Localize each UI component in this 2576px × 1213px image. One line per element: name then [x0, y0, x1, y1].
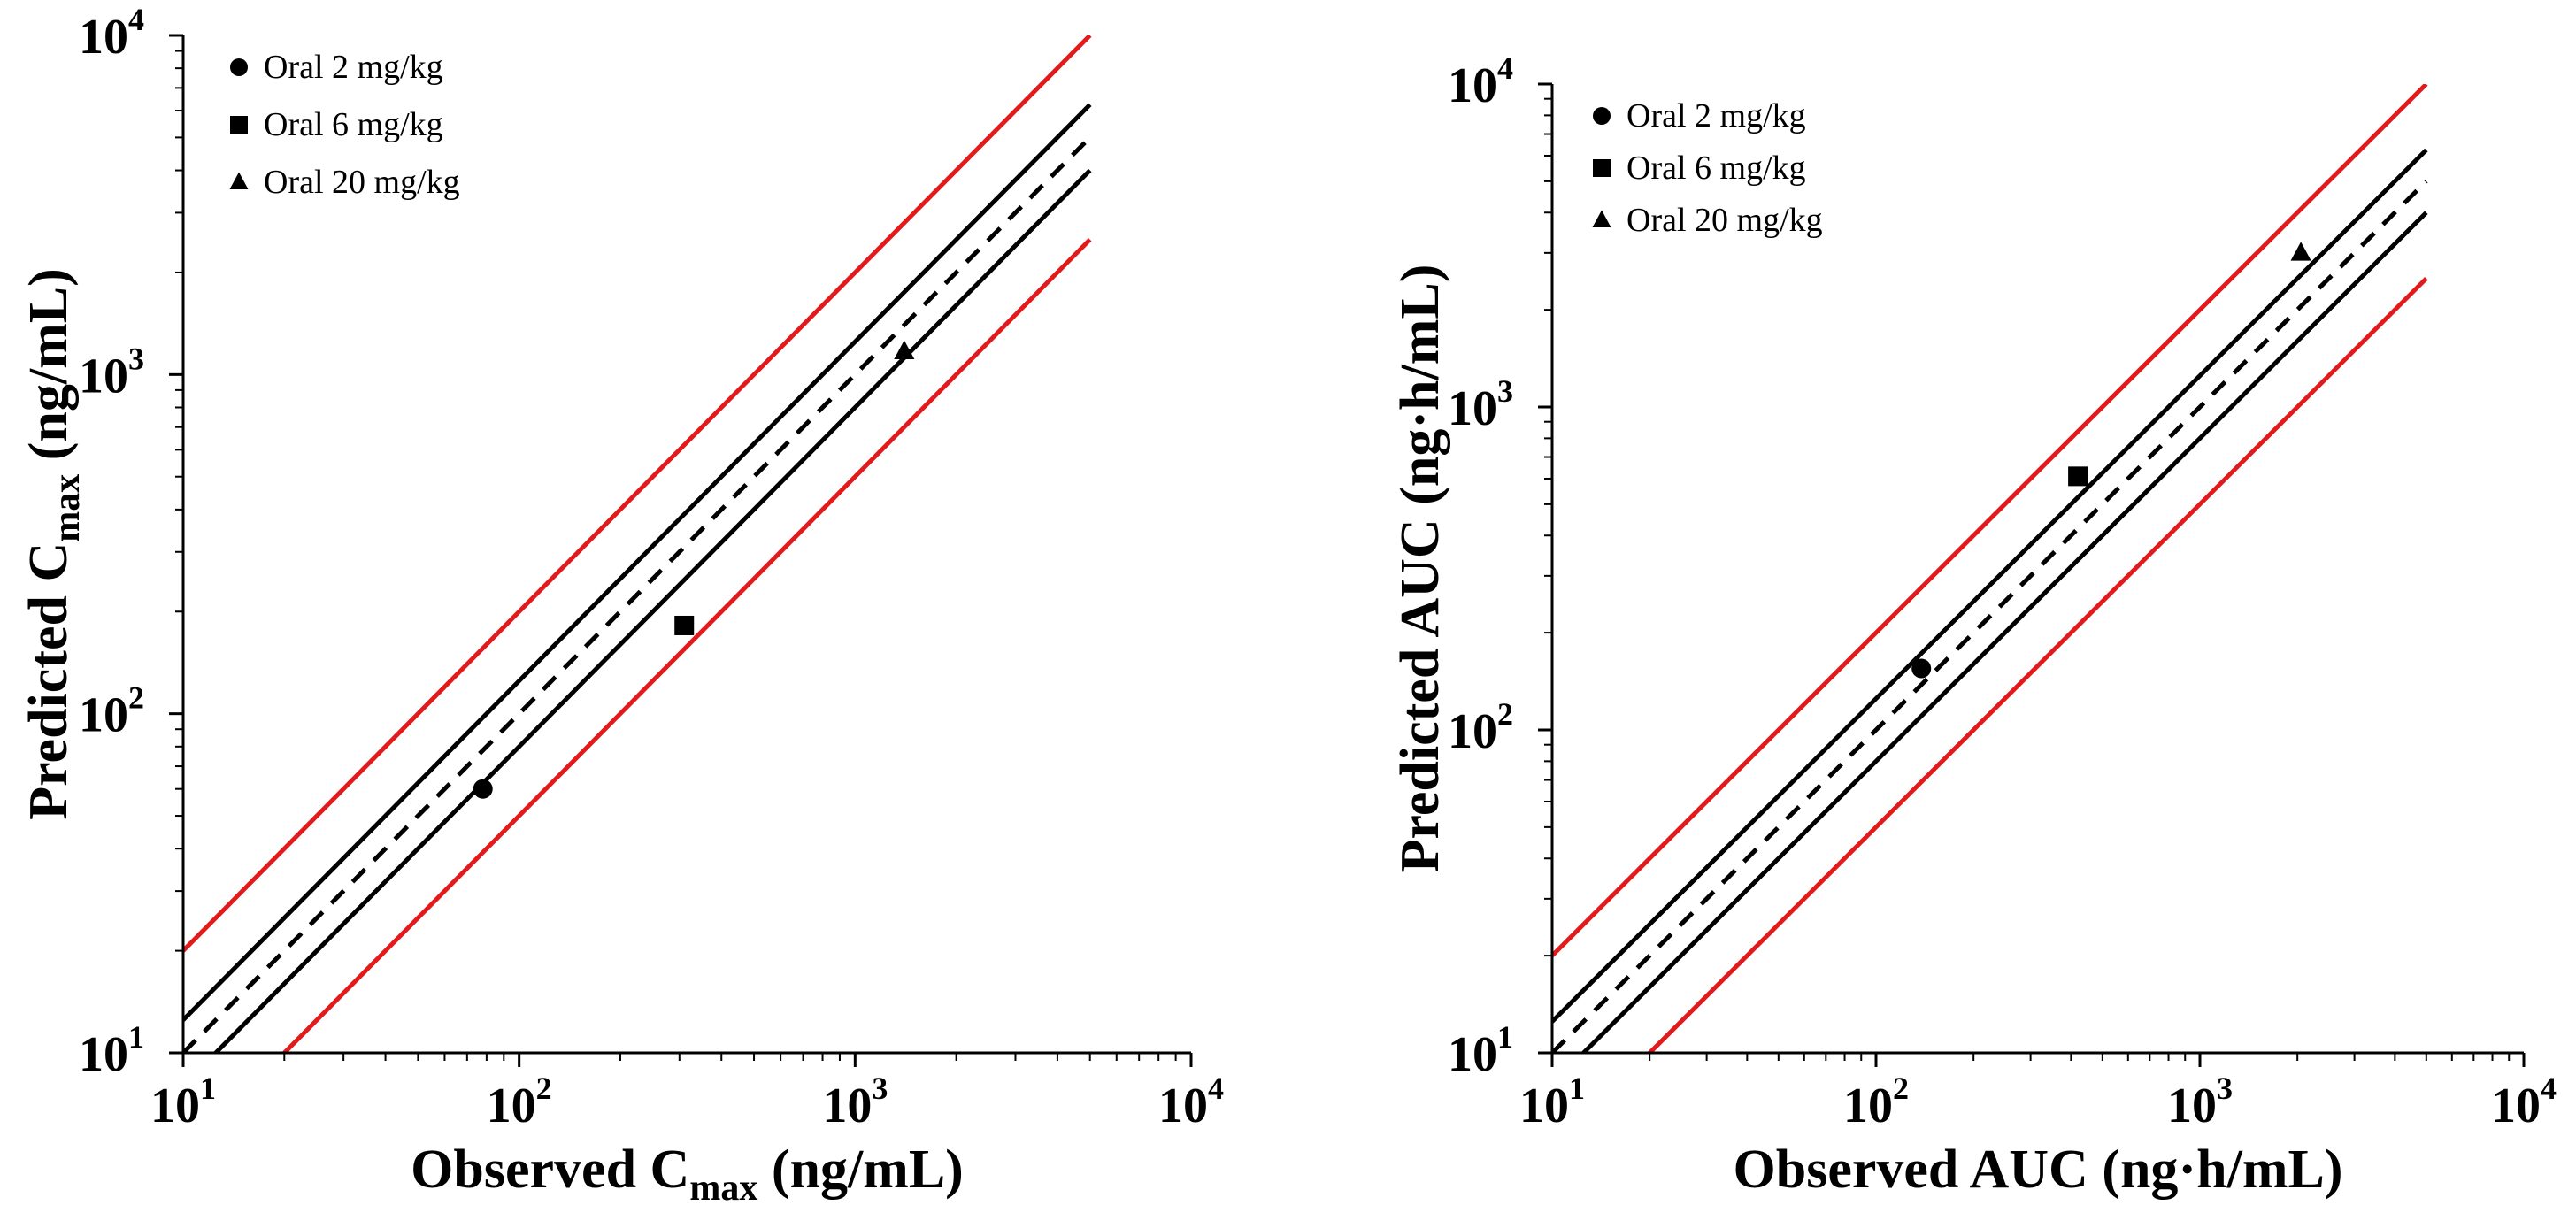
data-points — [473, 340, 915, 799]
y-axis-title: Predicted AUC (ng·h/mL) — [1390, 265, 1450, 873]
identity-line — [183, 135, 1092, 1053]
legend-label: Oral 6 mg/kg — [264, 106, 443, 143]
legend-label: Oral 2 mg/kg — [1626, 97, 1806, 134]
fold-line-0_8 — [1580, 211, 2428, 1053]
legend-label: Oral 20 mg/kg — [1626, 202, 1823, 239]
legend-marker-circle — [1593, 107, 1611, 125]
identity-line — [1552, 180, 2428, 1053]
x-tick-label: 103 — [822, 1071, 888, 1133]
fold-line-2 — [1552, 84, 2428, 957]
legend-marker-circle — [230, 58, 248, 76]
legend-marker-triangle — [1592, 210, 1611, 227]
x-tick-label: 102 — [487, 1071, 552, 1133]
fold-line-1_25 — [1552, 148, 2428, 1024]
fold-line-0_5 — [1646, 276, 2428, 1053]
reference-lines — [183, 35, 1092, 1053]
legend-label: Oral 6 mg/kg — [1626, 150, 1806, 187]
data-points — [1911, 242, 2311, 679]
x-tick-label: 102 — [1843, 1071, 1909, 1133]
x-axis-title: Observed Cmax (ng/mL) — [411, 1140, 964, 1209]
x-axis-title: Observed AUC (ng·h/mL) — [1734, 1140, 2343, 1200]
x-tick-label: 101 — [150, 1071, 216, 1133]
fold-line-2 — [183, 35, 1092, 953]
reference-lines — [1552, 84, 2428, 1053]
data-point-circle — [473, 779, 493, 799]
legend: Oral 2 mg/kg Oral 6 mg/kg Oral 20 mg/kg — [229, 49, 460, 201]
y-tick-label: 104 — [1448, 50, 1513, 113]
y-tick-label: 103 — [79, 341, 144, 403]
legend-marker-square — [230, 116, 248, 134]
fold-line-0_8 — [212, 168, 1092, 1053]
x-tick-label: 103 — [2167, 1071, 2233, 1133]
y-tick-label: 102 — [79, 680, 144, 743]
y-tick-label: 101 — [1448, 1019, 1513, 1082]
data-point-square — [2068, 466, 2088, 487]
y-tick-label: 104 — [79, 2, 144, 65]
y-tick-label: 101 — [79, 1019, 144, 1082]
data-point-circle — [1911, 658, 1932, 679]
x-tick-label: 101 — [1519, 1071, 1585, 1133]
y-tick-label: 102 — [1448, 696, 1513, 759]
y-tick-label: 103 — [1448, 373, 1513, 436]
x-tick-label: 104 — [1158, 1071, 1224, 1133]
legend-label: Oral 2 mg/kg — [264, 49, 443, 86]
data-point-square — [674, 615, 695, 635]
legend: Oral 2 mg/kg Oral 6 mg/kg Oral 20 mg/kg — [1592, 97, 1823, 239]
y-axis-title: Predicted Cmax (ng/mL) — [19, 268, 88, 819]
fold-line-1_25 — [183, 103, 1092, 1022]
legend-label: Oral 20 mg/kg — [264, 164, 460, 201]
data-point-triangle — [894, 340, 915, 359]
legend-marker-square — [1593, 159, 1611, 177]
fold-line-0_5 — [281, 238, 1092, 1053]
data-point-triangle — [2290, 242, 2311, 261]
x-tick-label: 104 — [2491, 1071, 2557, 1133]
legend-marker-triangle — [229, 172, 249, 189]
